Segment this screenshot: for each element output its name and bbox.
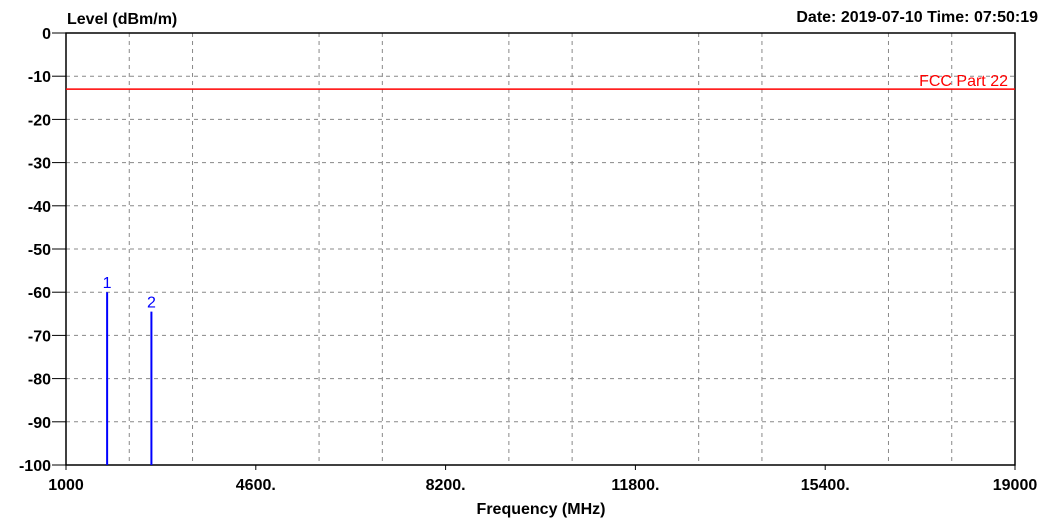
x-axis-title: Frequency (MHz) [477,501,606,518]
marker-2-label: 2 [147,295,156,312]
x-tick-label: 11800. [611,477,659,494]
y-tick-label: -90 [28,415,51,432]
x-tick-label: 8200. [426,477,466,494]
y-tick-label: -100 [19,458,51,475]
marker-1-label: 1 [103,275,112,292]
y-tick-label: 0 [42,26,51,43]
x-tick-label: 15400. [801,477,850,494]
y-tick-label: -10 [28,69,51,86]
y-tick-label: -80 [28,372,51,389]
y-tick-labels: 0 -10 -20 -30 -40 -50 -60 -70 -80 -90 -100 [19,26,66,475]
x-tick-label: 1000 [48,477,84,494]
limit-line-label: FCC Part 22 [919,73,1008,90]
x-tick-labels: 1000 4600. 8200. 11800. 15400. 19000 [48,465,1037,494]
y-tick-label: -60 [28,285,51,302]
x-tick-label: 19000 [993,477,1038,494]
y-tick-label: -40 [28,199,51,216]
markers: 12 [103,275,156,465]
date-time-header: Date: 2019-07-10 Time: 07:50:19 [796,9,1038,26]
y-tick-label: -50 [28,242,51,259]
y-tick-label: -20 [28,112,51,129]
x-tick-label: 4600. [236,477,276,494]
y-tick-label: -30 [28,156,51,173]
grid [66,33,1015,465]
y-axis-title: Level (dBm/m) [67,11,177,28]
y-tick-label: -70 [28,328,51,345]
